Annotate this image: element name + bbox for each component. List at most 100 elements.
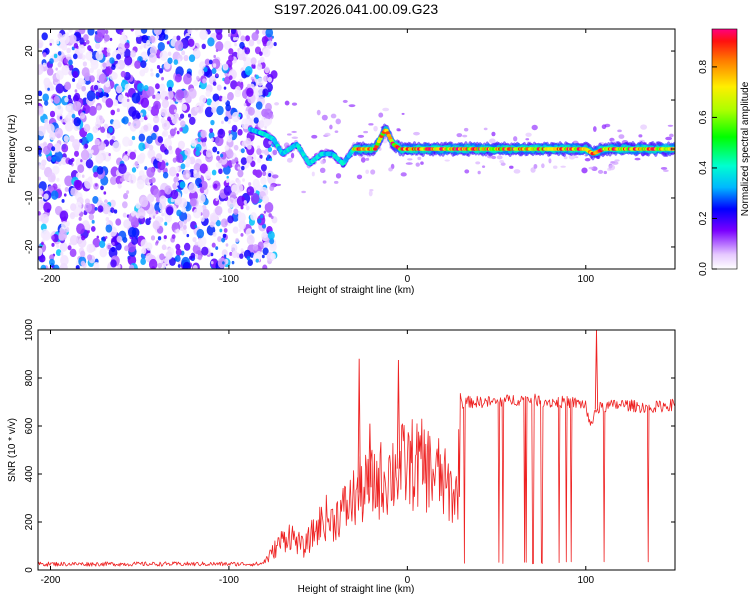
spectrogram-sparse-blob: [272, 149, 278, 156]
spectrogram-noise-blob: [131, 135, 136, 141]
spectrogram-noise-blob: [93, 261, 100, 269]
spectrogram-noise-blob: [270, 70, 278, 79]
spectrogram-noise-blob: [90, 225, 96, 232]
spectrogram-noise-blob: [157, 236, 162, 241]
spectrogram-noise-blob: [210, 252, 214, 257]
spectrogram-noise-blob: [175, 243, 181, 250]
spectrogram-x-tick-label: 100: [577, 274, 594, 285]
spectrogram-noise-blob: [252, 178, 260, 188]
spectrogram-noise-blob: [55, 39, 60, 45]
spectrogram-noise-blob: [59, 210, 69, 221]
spectrogram-noise-blob: [85, 39, 90, 45]
spectrogram-noise-blob: [180, 163, 186, 170]
spectrogram-noise-blob: [147, 105, 152, 112]
spectrogram-noise-blob: [199, 180, 208, 191]
spectrogram-noise-blob: [240, 81, 244, 86]
spectrogram-noise-blob: [107, 244, 111, 250]
spectrogram-noise-blob: [140, 257, 146, 266]
spectrogram-noise-blob: [237, 212, 246, 223]
spectrogram-noise-blob: [119, 177, 124, 183]
spectrogram-noise-blob: [44, 118, 49, 124]
spectrogram-noise-blob: [183, 242, 191, 251]
spectrogram-noise-blob: [262, 47, 271, 58]
spectrogram-noise-blob: [225, 243, 229, 247]
spectrogram-noise-blob: [260, 214, 264, 219]
spectrogram-noise-blob: [229, 134, 233, 138]
spectrogram-noise-blob: [263, 118, 271, 127]
spectrogram-noise-blob: [268, 173, 272, 178]
spectrogram-noise-blob: [180, 120, 186, 128]
spectrogram-noise-blob: [83, 34, 89, 42]
spectrogram-sparse-blob: [286, 133, 292, 136]
spectrogram-noise-blob: [174, 40, 184, 52]
spectrogram-x-tick-label: -100: [219, 274, 239, 285]
spectrogram-noise-blob: [88, 105, 97, 116]
spectrogram-sparse-blob: [560, 165, 567, 168]
spectrogram-noise-blob: [68, 64, 74, 71]
spectrogram-noise-blob: [223, 86, 227, 90]
spectrogram-noise-blob: [96, 105, 101, 111]
spectrogram-noise-blob: [132, 118, 141, 129]
spectrogram-noise-blob: [155, 92, 161, 101]
spectrogram-noise-blob: [139, 152, 146, 161]
spectrogram-noise-blob: [55, 83, 64, 94]
spectrogram-noise-blob: [187, 113, 192, 118]
spectrogram-noise-blob: [262, 195, 270, 204]
spectrogram-noise-blob: [255, 251, 263, 260]
spectrogram-noise-blob: [161, 212, 165, 217]
spectrogram-noise-blob: [122, 136, 131, 147]
spectrogram-sparse-blob: [335, 118, 341, 125]
spectrogram-noise-blob: [215, 41, 224, 52]
spectrogram-noise-blob: [175, 153, 183, 163]
spectrogram-noise-blob: [47, 172, 56, 183]
spectrogram-noise-blob: [153, 29, 163, 36]
spectrogram-noise-blob: [150, 72, 154, 77]
spectrogram-noise-blob: [218, 201, 222, 205]
spectrogram-noise-blob: [106, 221, 110, 225]
spectrogram-noise-blob: [125, 151, 128, 155]
spectrogram-noise-blob: [204, 170, 212, 180]
spectrogram-noise-blob: [166, 206, 174, 216]
spectrogram-noise-blob: [244, 47, 251, 55]
spectrogram-noise-blob: [42, 230, 51, 241]
spectrogram-noise-blob: [118, 163, 127, 175]
spectrogram-noise-blob: [250, 57, 257, 65]
spectrogram-noise-blob: [134, 29, 142, 38]
spectrogram-noise-blob: [81, 235, 86, 241]
spectrogram-noise-blob: [105, 98, 114, 108]
spectrogram-noise-blob: [109, 199, 116, 208]
spectrogram-noise-blob: [160, 108, 167, 117]
spectrogram-noise-blob: [251, 79, 255, 83]
spectrogram-noise-blob: [161, 262, 167, 269]
spectrogram-noise-blob: [68, 242, 72, 247]
spectrogram-noise-blob: [103, 123, 109, 130]
spectrogram-noise-blob: [87, 229, 90, 234]
spectrogram-sparse-blob: [614, 159, 620, 162]
spectrogram-noise-blob: [212, 146, 218, 153]
spectrogram-noise-blob: [63, 193, 67, 197]
spectrogram-noise-blob: [193, 208, 202, 219]
spectrogram-noise-blob: [262, 40, 268, 47]
spectrogram-noise-blob: [86, 90, 96, 102]
spectrogram-noise-blob: [158, 83, 166, 92]
spectrogram-noise-blob: [155, 83, 160, 90]
spectrogram-noise-blob: [248, 39, 255, 47]
spectrogram-noise-blob: [166, 41, 170, 45]
spectrogram-noise-blob: [196, 105, 204, 114]
spectrogram-noise-blob: [262, 170, 267, 177]
spectrogram-noise-blob: [58, 229, 68, 241]
spectrogram-noise-blob: [217, 257, 227, 269]
spectrogram-noise-blob: [69, 212, 76, 220]
spectrogram-noise-blob: [59, 262, 68, 269]
spectrogram-noise-blob: [199, 29, 208, 41]
spectrogram-noise-blob: [174, 113, 179, 119]
spectrogram-noise-blob: [239, 41, 245, 49]
spectrogram-y-tick-label: 0: [24, 146, 35, 152]
spectrogram-noise-blob: [92, 237, 101, 248]
spectrogram-noise-blob: [257, 120, 265, 129]
colorbar-tick-label: 0.4: [698, 161, 709, 175]
spectrogram-noise-blob: [244, 66, 253, 76]
spectrogram-noise-blob: [93, 84, 99, 91]
spectrogram-noise-blob: [183, 54, 189, 62]
spectrogram-sparse-blob: [531, 124, 538, 131]
